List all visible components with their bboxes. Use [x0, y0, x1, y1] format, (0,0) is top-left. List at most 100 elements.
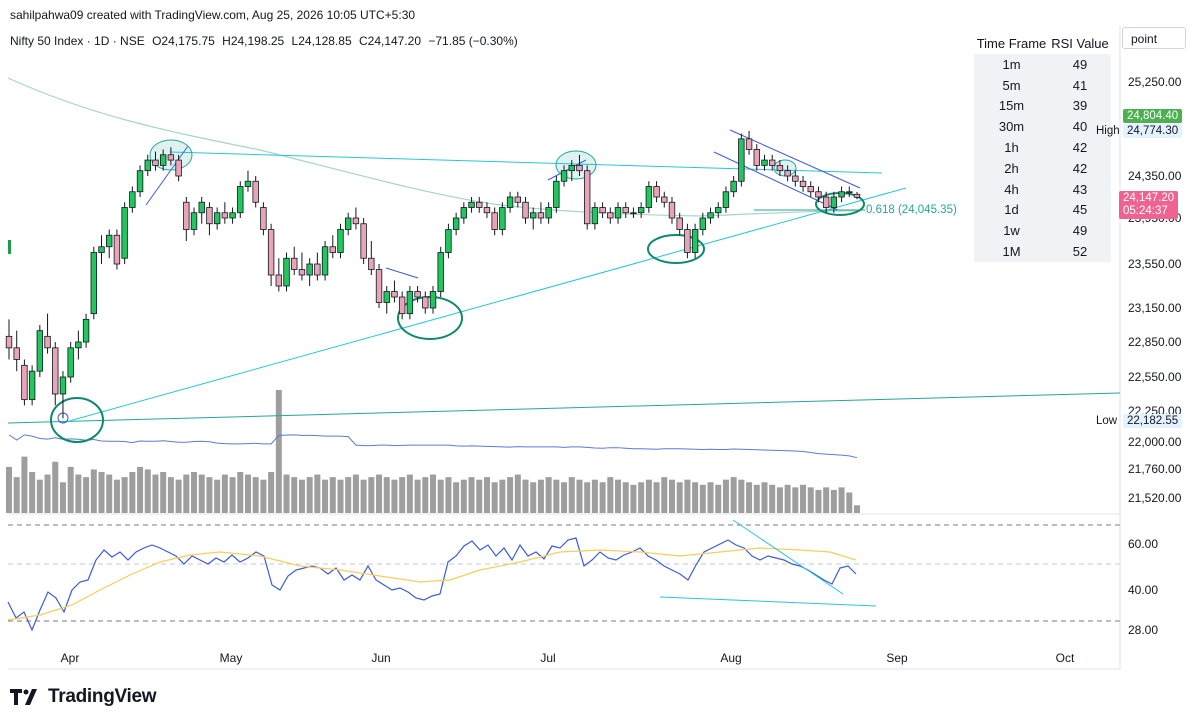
last-price-value: 24,147.20 [1123, 192, 1175, 204]
candle-body [445, 229, 452, 253]
countdown-value: 05:24:37 [1123, 205, 1168, 217]
rsi-timeframe: 1d [1004, 202, 1019, 218]
volume-bar [275, 390, 282, 513]
volume-bar [653, 482, 660, 513]
volume-bar [769, 484, 776, 513]
volume-bar [699, 484, 706, 513]
rsi-value: 42 [1072, 160, 1088, 176]
candle-body [283, 257, 290, 287]
moving-average-line [7, 77, 861, 217]
rsi-tick-label: 28.00 [1128, 623, 1158, 637]
candle-body [630, 212, 637, 215]
rsi-timeframe: 15m [998, 98, 1025, 114]
volume-bar [298, 479, 305, 513]
volume-bar [491, 482, 498, 513]
volume-bar [807, 487, 814, 513]
candle-body [267, 229, 275, 276]
candle-body [661, 196, 668, 203]
price-tick-label: 22,550.00 [1128, 370, 1182, 384]
candle-body [159, 154, 167, 166]
rsi-value: 49 [1072, 56, 1088, 72]
volume-bar [483, 477, 490, 513]
candle-body [344, 217, 352, 230]
candle-body [506, 196, 514, 208]
rsi-value: 45 [1072, 202, 1088, 218]
candle-body [846, 191, 853, 194]
volume-bar [838, 487, 845, 513]
volume-bar [83, 477, 90, 513]
volume-bar [329, 477, 336, 513]
candle-body [553, 180, 560, 208]
rsi-value: 40 [1072, 119, 1088, 135]
candle-body [82, 318, 90, 343]
volume-bar [214, 479, 221, 513]
candle-body [98, 246, 105, 253]
rsi-row: 30m 40 [974, 116, 1111, 137]
volume-bar [599, 482, 606, 513]
time-tick-label: May [220, 651, 243, 665]
volume-bar [44, 474, 51, 513]
volume-bar [13, 477, 20, 513]
rsi-row: 1h 42 [974, 137, 1111, 158]
candle-body [422, 296, 429, 309]
volume-bar [846, 492, 853, 513]
volume-bar [337, 479, 344, 513]
volume-bar [191, 472, 198, 513]
volume-bar [445, 477, 452, 513]
candle-body [452, 217, 460, 230]
candle-body [183, 201, 190, 230]
high-marker-value: 24,774.30 [1123, 124, 1183, 138]
candle-body [260, 207, 267, 230]
candle-body [375, 269, 383, 303]
fib-label: 0.618 (24,045.35) [866, 204, 957, 216]
rsi-value: 49 [1072, 223, 1088, 239]
volume-bar [183, 474, 190, 513]
candle-body [67, 347, 74, 378]
annotation-circle [50, 397, 104, 443]
candle-body [622, 207, 629, 214]
candle-body [398, 296, 406, 315]
candle-body [722, 191, 730, 208]
volume-bar [383, 477, 390, 513]
candle-body [298, 269, 306, 276]
volume-bar [430, 474, 436, 513]
scale-mode-dropdown[interactable]: point [1122, 27, 1186, 49]
candle-body [244, 180, 252, 187]
volume-bar [67, 466, 74, 513]
candle-body [213, 212, 221, 225]
candle-body [792, 175, 799, 182]
volume-bar [661, 477, 668, 513]
candle-body [499, 207, 506, 230]
volume-bar [530, 482, 537, 513]
volume-bar [206, 477, 213, 513]
volume-bar [545, 477, 552, 513]
symbol-name[interactable]: Nifty 50 Index · 1D · NSE [10, 34, 145, 48]
candle-body [21, 364, 28, 401]
volume-bar [730, 477, 737, 513]
volume-bar [722, 479, 729, 513]
volume-bar [314, 474, 321, 513]
volume-bar [21, 456, 28, 513]
candle-body [237, 186, 244, 214]
rsi-timeframe: 1w [1003, 223, 1020, 239]
candle-body [360, 223, 367, 259]
candle-body [838, 191, 845, 198]
volume-bar [406, 474, 413, 513]
rsi-timeframe: 1M [1002, 244, 1021, 260]
volume-bar [761, 482, 768, 513]
candle-body [275, 274, 283, 287]
volume-bar [668, 479, 675, 513]
rsi-row: 4h 43 [974, 179, 1111, 200]
volume-bar [221, 474, 228, 513]
volume-bar [507, 477, 514, 513]
volume-bar [322, 479, 329, 513]
volume-bar [391, 479, 398, 513]
candle-body [676, 217, 683, 230]
price-tick-label: 21,760.00 [1128, 462, 1182, 476]
volume-bar [260, 479, 267, 513]
rsi-table-header: Time Frame RSI Value [974, 34, 1111, 54]
brand-logo[interactable]: TradingView [10, 686, 157, 708]
volume-bar [98, 472, 105, 513]
rsi-table: Time Frame RSI Value 1m 49 5m 41 15m 39 30m… [974, 34, 1111, 262]
